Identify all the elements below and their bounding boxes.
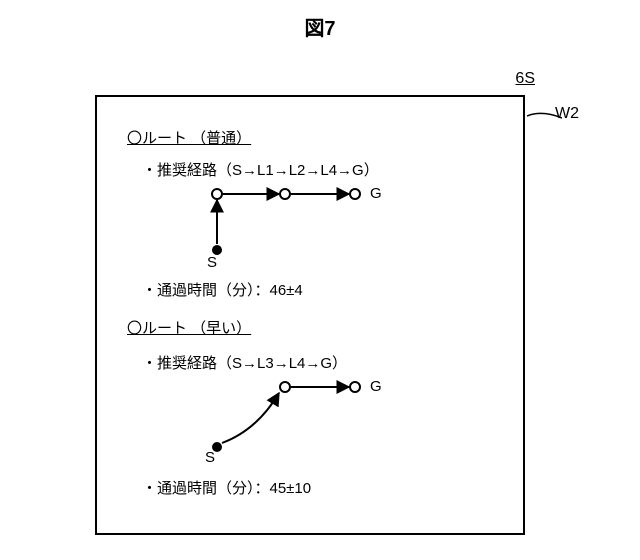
route2-path-label: ・推奨経路（S→L3→L4→G） — [142, 352, 347, 373]
ref-label-6s: 6S — [515, 70, 535, 88]
route1-node-g: G — [370, 185, 382, 202]
ref-label-w2: W2 — [555, 105, 579, 123]
route2-node-g: G — [370, 378, 382, 395]
route1-heading: 〇ルート （普通） — [127, 127, 251, 148]
route2-time-label: ・通過時間（分）：45±10 — [142, 477, 311, 498]
route2-node-s: S — [205, 449, 215, 466]
route1-node-s: S — [207, 254, 217, 271]
route1-path-label: ・推奨経路（S→L1→L2→L4→G） — [142, 159, 379, 180]
panel-w2: 〇ルート （普通） ・推奨経路（S→L1→L2→L4→G） S G ・通過時間（… — [95, 95, 525, 535]
figure-title: 図7 — [0, 12, 640, 41]
route2-heading: 〇ルート （早い） — [127, 317, 251, 338]
route1-time-label: ・通過時間（分）：46±4 — [142, 279, 303, 300]
